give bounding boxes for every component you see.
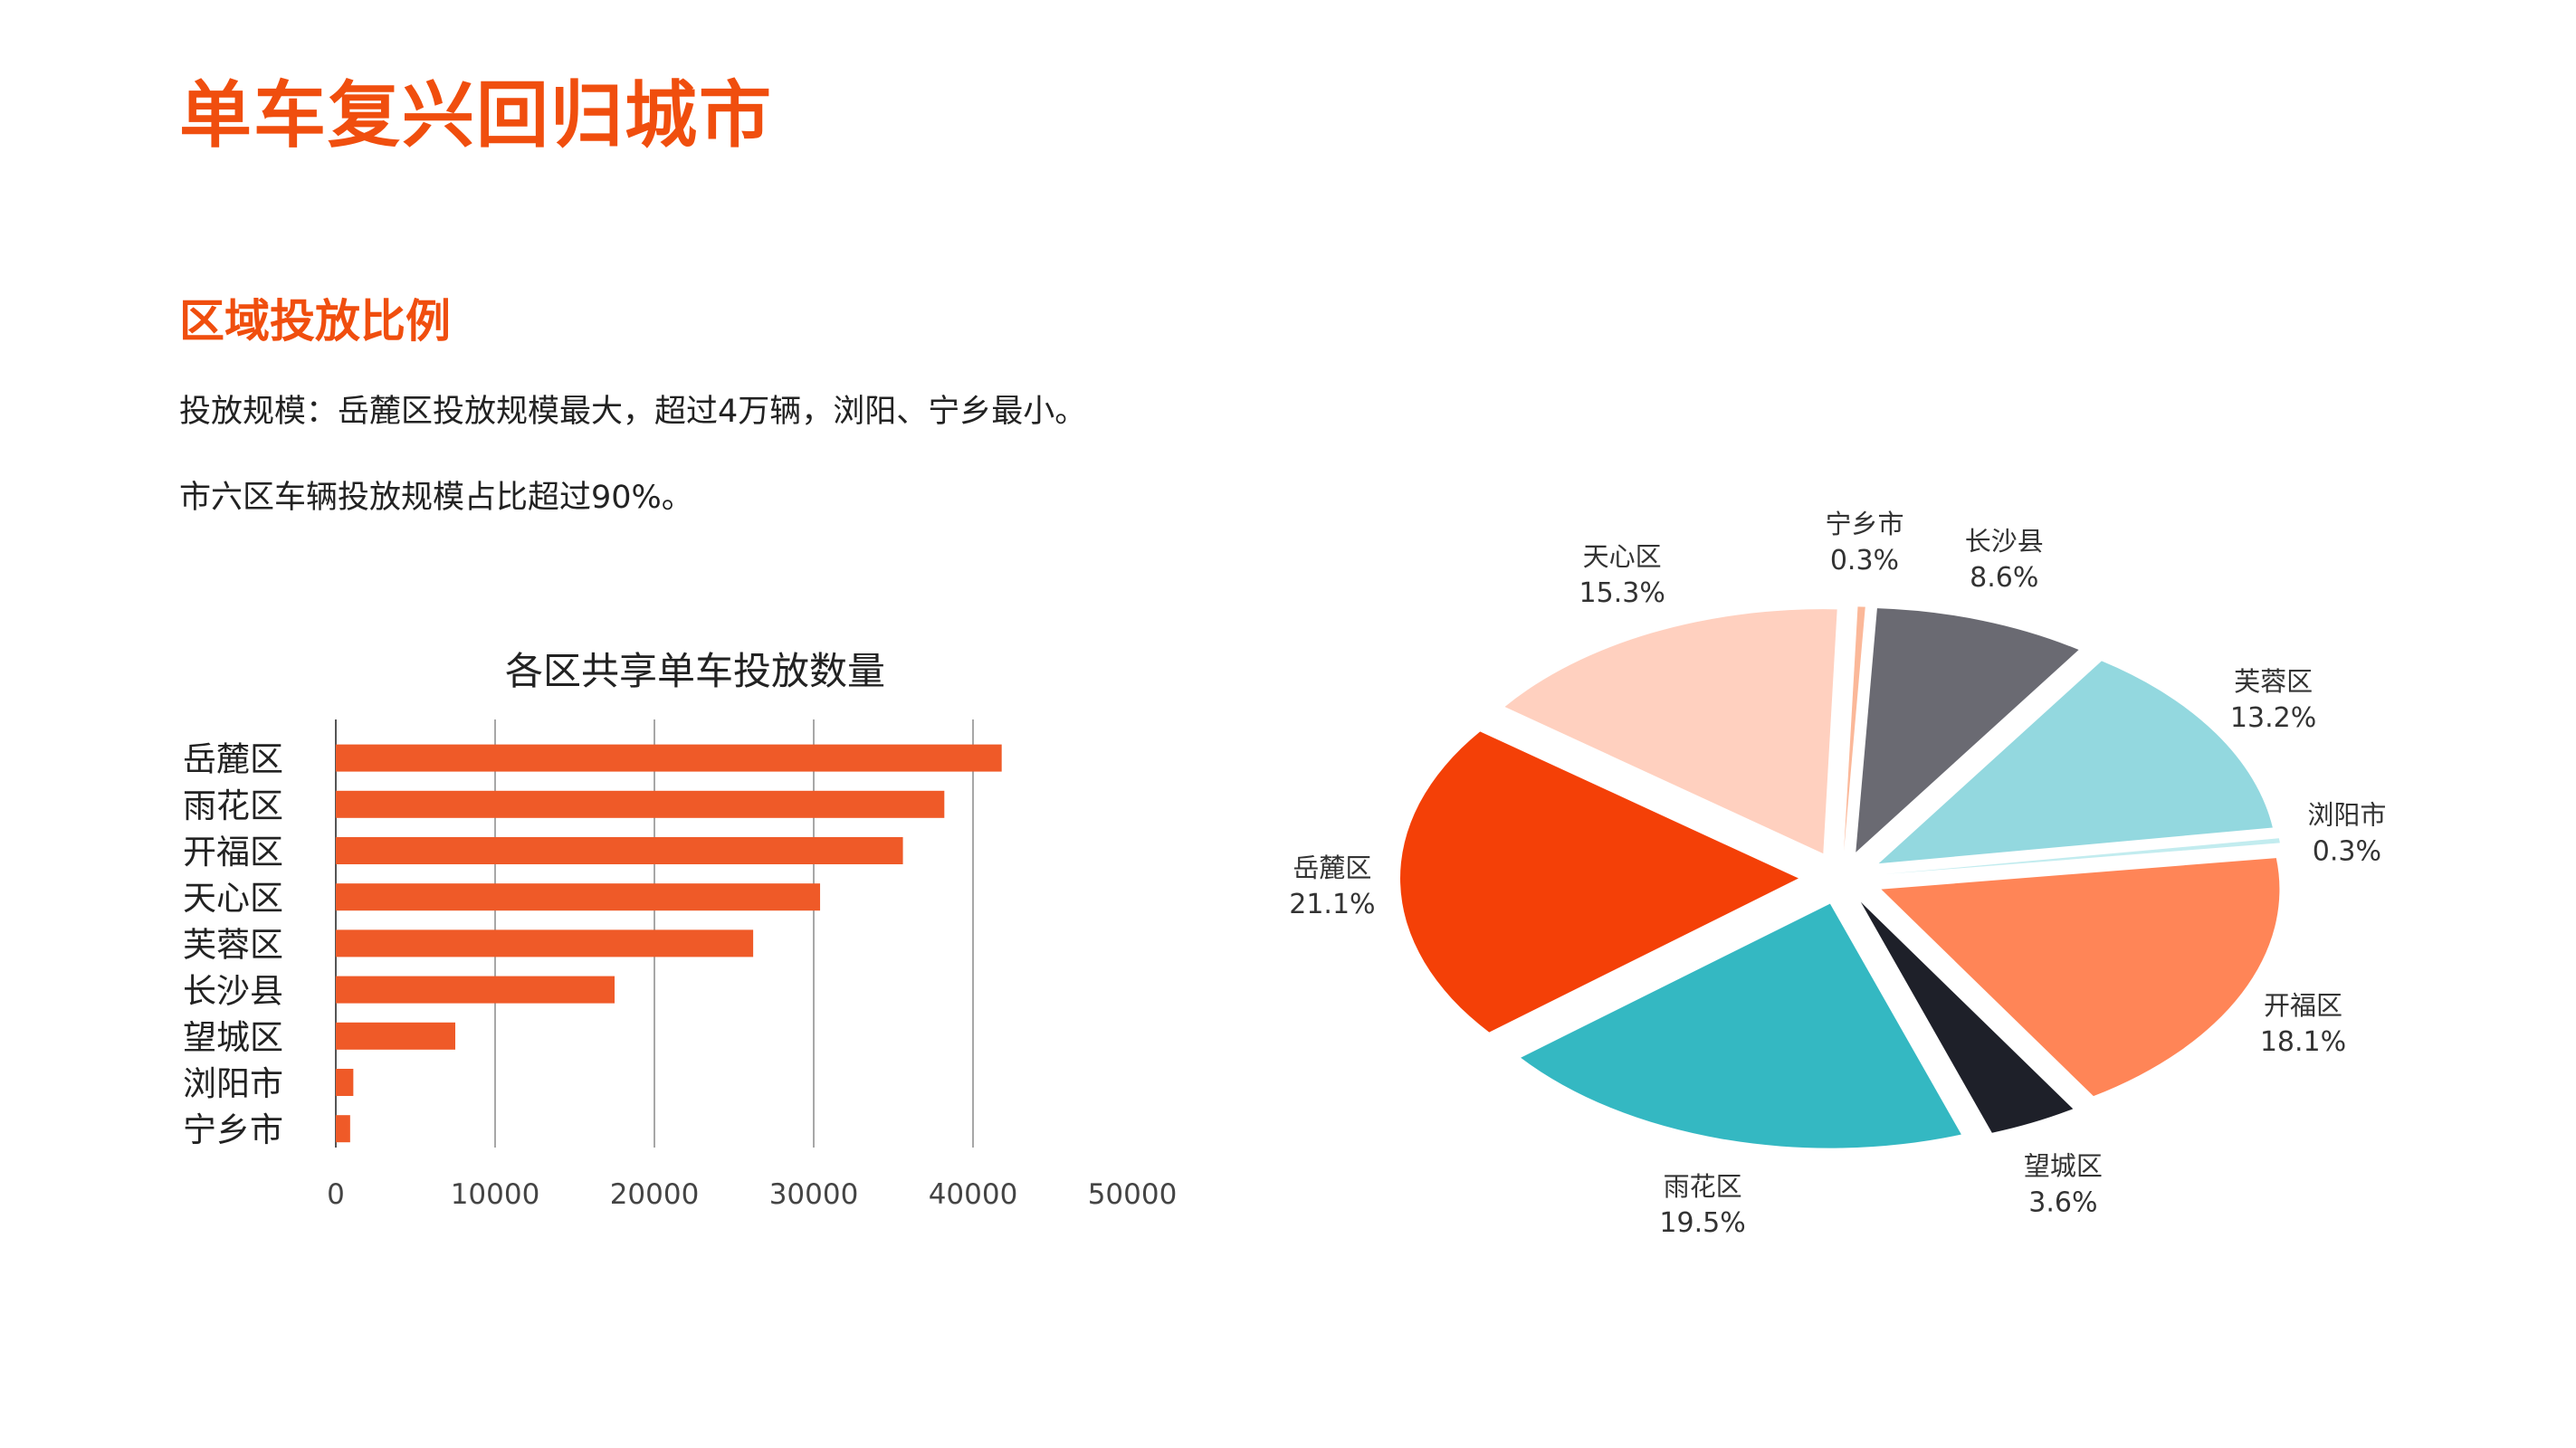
bar-chart-tick-label: 40000 xyxy=(929,1178,1018,1211)
bar-chart-tick-label: 50000 xyxy=(1088,1178,1178,1211)
section-title: 区域投放比例 xyxy=(179,295,451,348)
pie-slice-value: 13.2% xyxy=(2230,702,2316,734)
bar-chart-bar xyxy=(336,929,754,957)
pie-slice xyxy=(1400,731,1799,1033)
bar-chart-x-axis-labels: 0 10000 20000 30000 40000 50000 xyxy=(327,1178,1177,1211)
description-share: 市六区车辆投放规模占比超过90%。 xyxy=(179,480,693,516)
bar-chart-category-label: 芙蓉区 xyxy=(183,925,283,964)
pie-slice xyxy=(1860,901,2074,1133)
pie-slice-name: 天心区 xyxy=(1583,541,1662,572)
pie-slice-name: 雨花区 xyxy=(1664,1171,1742,1202)
pie-slice-name: 芙蓉区 xyxy=(2234,666,2313,697)
pie-slice-value: 8.6% xyxy=(1970,562,2038,594)
bar-chart-category-label: 雨花区 xyxy=(183,786,283,825)
page-title: 单车复兴回归城市 xyxy=(179,73,773,157)
pie-slice xyxy=(1504,609,1837,854)
bar-chart-tick-label: 20000 xyxy=(610,1178,700,1211)
pie-slice xyxy=(1884,838,2280,874)
bar-chart-bar xyxy=(336,883,821,911)
pie-slice-value: 21.1% xyxy=(1289,889,1375,920)
pie-slice-name: 浏阳市 xyxy=(2307,800,2386,831)
pie-slice xyxy=(1844,606,1865,852)
description-scale: 投放规模：岳麓区投放规模最大，超过4万辆，浏阳、宁乡最小。 xyxy=(179,394,1087,430)
bar-chart-bars xyxy=(336,744,1002,1143)
pie-slice xyxy=(1878,661,2273,864)
pie-slice-value: 0.3% xyxy=(1830,545,1899,576)
pie-slice-name: 宁乡市 xyxy=(1825,509,1903,539)
pie-slice xyxy=(1881,858,2280,1097)
bar-chart-bar xyxy=(336,1069,354,1096)
bar-chart-bar xyxy=(336,1115,350,1143)
pie-slice xyxy=(1856,608,2079,853)
bar-chart-bar xyxy=(336,837,903,864)
bar-chart-bar xyxy=(336,1022,455,1050)
bar-chart-category-label: 岳麓区 xyxy=(183,740,283,779)
bar-chart-category-label: 望城区 xyxy=(183,1018,283,1057)
pie-chart-labels: 宁乡市 0.3% 长沙县 8.6% 芙蓉区 13.2% 浏阳市 0.3% 开福区 18.1% 望城区… xyxy=(1289,509,2386,1239)
pie-slice xyxy=(1521,903,1961,1148)
bar-chart-category-label: 开福区 xyxy=(183,833,283,872)
pie-slice-value: 19.5% xyxy=(1659,1207,1745,1239)
pie-slice-name: 长沙县 xyxy=(1965,526,2044,557)
bar-chart-category-label: 天心区 xyxy=(183,879,283,918)
pie-slice-value: 0.3% xyxy=(2313,836,2381,868)
bar-chart-tick-label: 10000 xyxy=(451,1178,540,1211)
pie-chart-slices xyxy=(1400,606,2280,1148)
bar-chart-tick-label: 0 xyxy=(327,1178,345,1211)
bar-chart-tick-label: 30000 xyxy=(769,1178,859,1211)
pie-slice-name: 岳麓区 xyxy=(1293,853,1371,883)
bar-chart-category-label: 浏阳市 xyxy=(183,1064,283,1103)
pie-slice-value: 15.3% xyxy=(1579,577,1665,609)
pie-slice-value: 3.6% xyxy=(2028,1186,2097,1218)
pie-slice-name: 望城区 xyxy=(2024,1150,2103,1181)
bar-chart-bar xyxy=(336,790,945,818)
pie-slice-name: 开福区 xyxy=(2264,990,2342,1021)
bar-chart-bar xyxy=(336,744,1002,772)
bar-chart-category-label: 长沙县 xyxy=(183,972,283,1011)
bar-chart-bar xyxy=(336,976,615,1004)
pie-slice-value: 18.1% xyxy=(2260,1026,2346,1058)
bar-chart-title: 各区共享单车投放数量 xyxy=(505,649,885,693)
bar-chart-category-label: 宁乡市 xyxy=(183,1110,283,1149)
